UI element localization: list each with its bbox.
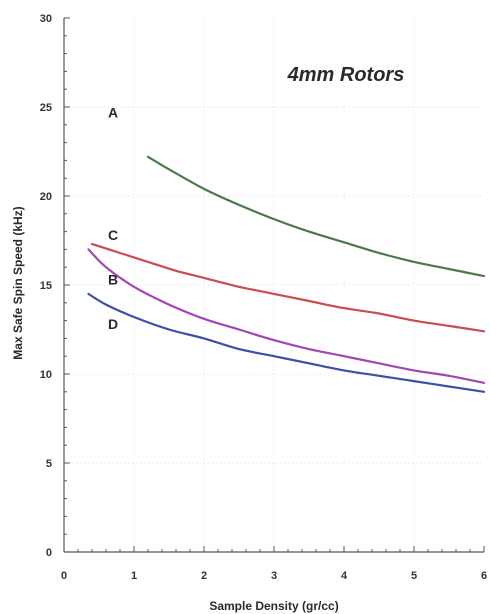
x-tick-label: 5 — [411, 570, 417, 582]
axes-layer: 0 5 10 15 20 25 30 0 1 2 3 4 5 6 — [40, 13, 487, 582]
y-tick-label: 15 — [40, 280, 52, 292]
y-tick-label: 25 — [40, 102, 52, 114]
y-axis-title: Max Safe Spin Speed (kHz) — [11, 206, 25, 359]
y-tick-label: 30 — [40, 13, 52, 25]
series-label-c: C — [108, 227, 118, 243]
series-line-d — [87, 292, 486, 393]
x-tick-label: 0 — [61, 570, 67, 582]
y-tick-label: 0 — [46, 547, 52, 559]
x-tick-label: 1 — [131, 570, 137, 582]
series-layer — [87, 155, 486, 393]
x-tick-label: 4 — [341, 570, 348, 582]
series-line-b — [87, 248, 486, 384]
chart-title: 4mm Rotors — [287, 64, 405, 86]
series-label-b: B — [108, 272, 118, 288]
y-tick-label: 10 — [40, 369, 52, 381]
series-line-a — [146, 155, 486, 278]
y-tick-label: 20 — [40, 191, 52, 203]
labels-layer: A C B D — [108, 104, 118, 332]
grid-layer — [64, 18, 484, 552]
series-label-a: A — [108, 104, 118, 120]
x-tick-label: 2 — [201, 570, 207, 582]
y-tick-label: 5 — [46, 458, 52, 470]
series-label-d: D — [108, 316, 118, 332]
x-tick-label: 6 — [481, 570, 487, 582]
x-tick-label: 3 — [271, 570, 277, 582]
x-axis-title: Sample Density (gr/cc) — [209, 599, 338, 613]
series-line-c — [90, 243, 486, 333]
